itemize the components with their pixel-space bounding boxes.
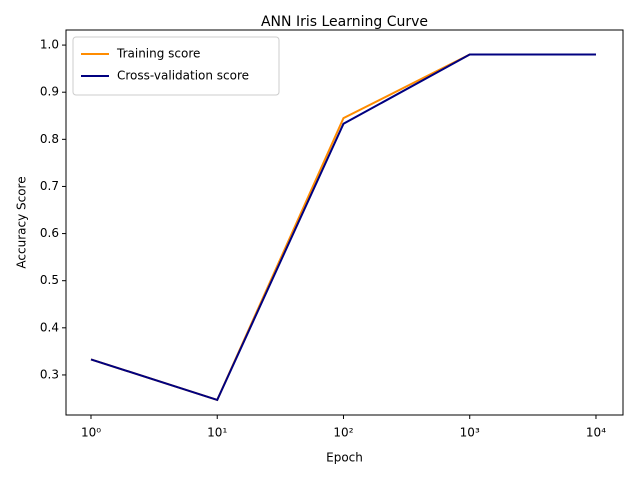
y-tick-label: 1.0 bbox=[40, 38, 59, 52]
y-tick-label: 0.9 bbox=[40, 85, 59, 99]
x-tick-label: 10⁴ bbox=[586, 426, 606, 440]
x-axis-label: Epoch bbox=[326, 451, 363, 465]
chart-title: ANN Iris Learning Curve bbox=[261, 14, 428, 30]
legend-label: Cross-validation score bbox=[117, 69, 249, 83]
x-tick-label: 10¹ bbox=[207, 426, 227, 440]
x-tick-label: 10⁰ bbox=[81, 426, 101, 440]
y-axis-label: Accuracy Score bbox=[15, 176, 29, 268]
line bbox=[90, 53, 596, 402]
y-tick-label: 0.8 bbox=[40, 132, 59, 146]
x-tick-label: 10² bbox=[333, 426, 353, 440]
y-tick-label: 0.6 bbox=[40, 226, 59, 240]
y-tick-label: 0.7 bbox=[40, 179, 59, 193]
y-tick-label: 0.4 bbox=[40, 320, 59, 334]
y-tick-label: 0.5 bbox=[40, 273, 59, 287]
legend-label: Training score bbox=[116, 47, 200, 61]
y-tick-label: 0.3 bbox=[40, 367, 59, 381]
legend-box bbox=[72, 36, 280, 96]
x-tick-label: 10³ bbox=[460, 426, 480, 440]
axes-frame bbox=[65, 29, 624, 416]
